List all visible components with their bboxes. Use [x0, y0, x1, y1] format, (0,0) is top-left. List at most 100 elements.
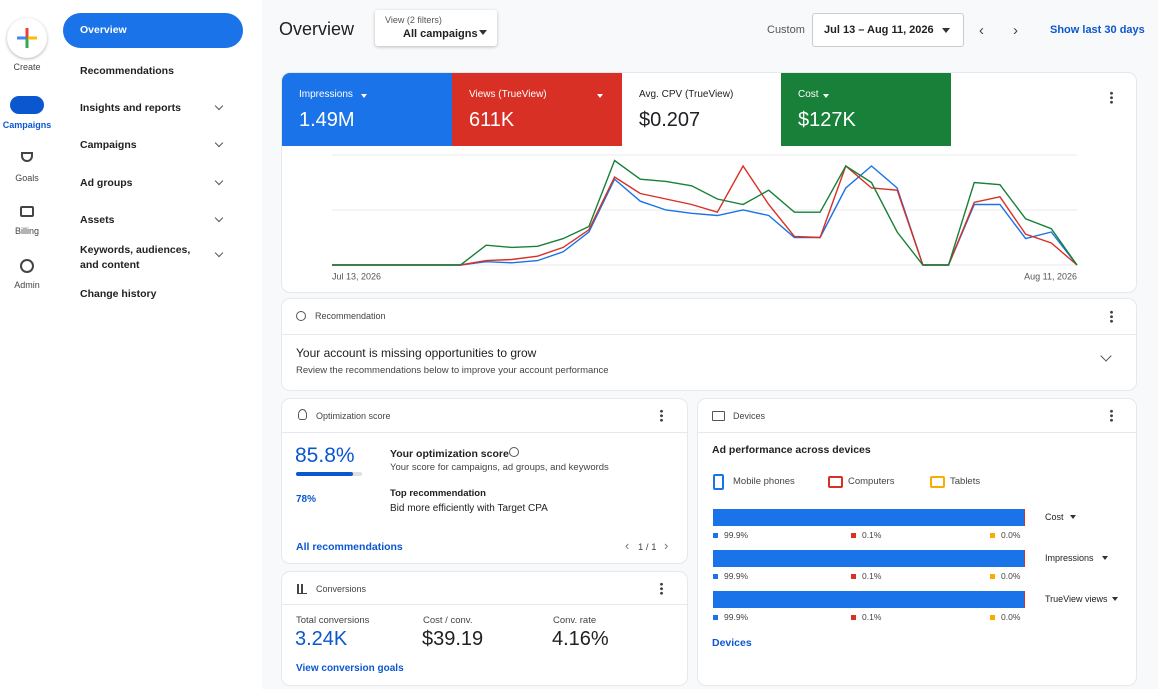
device-dot: [851, 533, 856, 538]
top-text: Bid more efficiently with Target CPA: [390, 503, 548, 514]
device-value: 99.9%: [724, 530, 749, 540]
score-value: 85.8%: [295, 444, 355, 467]
menu-icon[interactable]: [1110, 310, 1113, 323]
devices-card: [698, 399, 1136, 685]
all-recommendations-link[interactable]: All recommendations: [296, 541, 403, 553]
line-chart: Jul 13, 2026 Aug 11, 2026: [332, 154, 1078, 281]
create-label: Create: [13, 62, 41, 72]
recommendation-text: Review the recommendations below to impr…: [296, 365, 609, 376]
device-dot: [990, 615, 995, 620]
device-bar: [713, 591, 1024, 608]
metric-tab[interactable]: [622, 73, 781, 146]
divider: [282, 432, 687, 433]
metric-label: Avg. CPV (TrueView): [639, 89, 734, 100]
devices-icon: [712, 411, 725, 421]
optimization-title: Optimization score: [316, 411, 391, 421]
device-value: 99.9%: [724, 612, 749, 622]
score-heading: Your optimization score: [390, 448, 509, 460]
nav-selected[interactable]: [63, 13, 243, 48]
score-bar: [296, 472, 353, 476]
device-value: 0.0%: [1001, 571, 1021, 581]
device-dot: [990, 533, 995, 538]
device-value: 0.0%: [1001, 612, 1021, 622]
select-arrow[interactable]: [1070, 515, 1076, 522]
sidebar-label[interactable]: Campaigns: [2, 120, 52, 130]
devices-title: Devices: [733, 411, 766, 421]
legend-label: Tablets: [950, 476, 981, 487]
nav-item[interactable]: Campaigns: [80, 139, 137, 151]
device-value: 99.9%: [724, 571, 749, 581]
select-arrow[interactable]: [1102, 556, 1108, 563]
score-description: Your score for campaigns, ad groups, and…: [390, 462, 609, 473]
nav-item[interactable]: Recommendations: [80, 65, 174, 77]
campaigns-pill[interactable]: [10, 96, 44, 114]
next-arrow[interactable]: ›: [1013, 22, 1018, 39]
metric-tab[interactable]: [282, 73, 452, 146]
legend-label: Computers: [848, 476, 895, 487]
sidebar-label[interactable]: Billing: [14, 226, 39, 236]
nav-item[interactable]: Assets: [80, 214, 115, 226]
metric-value: 611K: [469, 109, 515, 131]
metric-dropdown[interactable]: [361, 94, 367, 101]
metric-dropdown[interactable]: [597, 94, 603, 101]
metric-label: Cost: [798, 89, 819, 100]
show-last-link[interactable]: Show last 30 days: [1050, 24, 1145, 36]
devices-link[interactable]: Devices: [712, 637, 752, 649]
sidebar-label[interactable]: Admin: [14, 280, 40, 290]
device-value: 0.0%: [1001, 530, 1021, 540]
conversion-goals-link[interactable]: View conversion goals: [296, 663, 404, 674]
goals-icon: [21, 152, 33, 162]
metric-value: $0.207: [639, 109, 701, 131]
range-value: Jul 13 – Aug 11, 2026: [824, 24, 934, 36]
menu-icon[interactable]: [1110, 409, 1113, 422]
nav-item[interactable]: Ad groups: [80, 177, 133, 189]
nav-item[interactable]: Change history: [80, 288, 157, 300]
bars-icon: [297, 584, 307, 594]
bulb-icon: [298, 409, 307, 420]
recommendation-heading: Your account is missing opportunities to…: [296, 346, 537, 360]
metric-dropdown[interactable]: [823, 94, 829, 101]
pager-prev[interactable]: ‹: [625, 538, 630, 553]
conversion-value: $39.19: [422, 628, 484, 650]
nav-item[interactable]: Insights and reports: [80, 102, 181, 114]
filter-box[interactable]: [375, 10, 497, 46]
metric-tab[interactable]: [781, 73, 951, 146]
range-arrow: [942, 28, 950, 37]
menu-icon[interactable]: [660, 582, 663, 595]
create-button[interactable]: [7, 18, 47, 58]
filter-label: View (2 filters): [385, 15, 442, 25]
devices-heading: Ad performance across devices: [712, 444, 871, 456]
help-icon[interactable]: [509, 447, 519, 457]
metric-select[interactable]: TrueView views: [1045, 594, 1108, 604]
pager-next[interactable]: ›: [664, 538, 669, 553]
menu-icon[interactable]: [660, 409, 663, 422]
device-dot: [990, 574, 995, 579]
series-line: [332, 165, 1078, 266]
select-arrow[interactable]: [1112, 597, 1118, 604]
prev-arrow[interactable]: ‹: [979, 22, 984, 39]
legend-swatch: [828, 476, 843, 488]
series-line: [332, 159, 1078, 266]
page-title: Overview: [279, 19, 355, 39]
metric-tab[interactable]: [452, 73, 622, 146]
metric-label: Views (TrueView): [469, 89, 547, 100]
conversion-value: 4.16%: [552, 628, 609, 650]
device-bar: [713, 550, 1024, 567]
nav-item[interactable]: Overview: [80, 24, 127, 36]
metric-select[interactable]: Cost: [1045, 512, 1064, 522]
optimization-card: [282, 399, 687, 563]
conversion-label: Total conversions: [296, 615, 370, 626]
metric-value: $127K: [798, 109, 856, 131]
menu-icon[interactable]: [1110, 91, 1113, 104]
legend-label: Mobile phones: [733, 476, 795, 487]
divider: [698, 432, 1136, 433]
pager: 1 / 1: [638, 542, 657, 553]
billing-icon: [20, 206, 34, 217]
left-panel: [0, 0, 262, 689]
range-label: Custom: [767, 24, 805, 36]
range-box[interactable]: [812, 13, 964, 47]
metric-select[interactable]: Impressions: [1045, 553, 1094, 563]
device-value: 0.1%: [862, 530, 882, 540]
sidebar-label[interactable]: Goals: [15, 173, 39, 183]
nav-item[interactable]: Keywords, audiences, and content: [80, 244, 191, 271]
